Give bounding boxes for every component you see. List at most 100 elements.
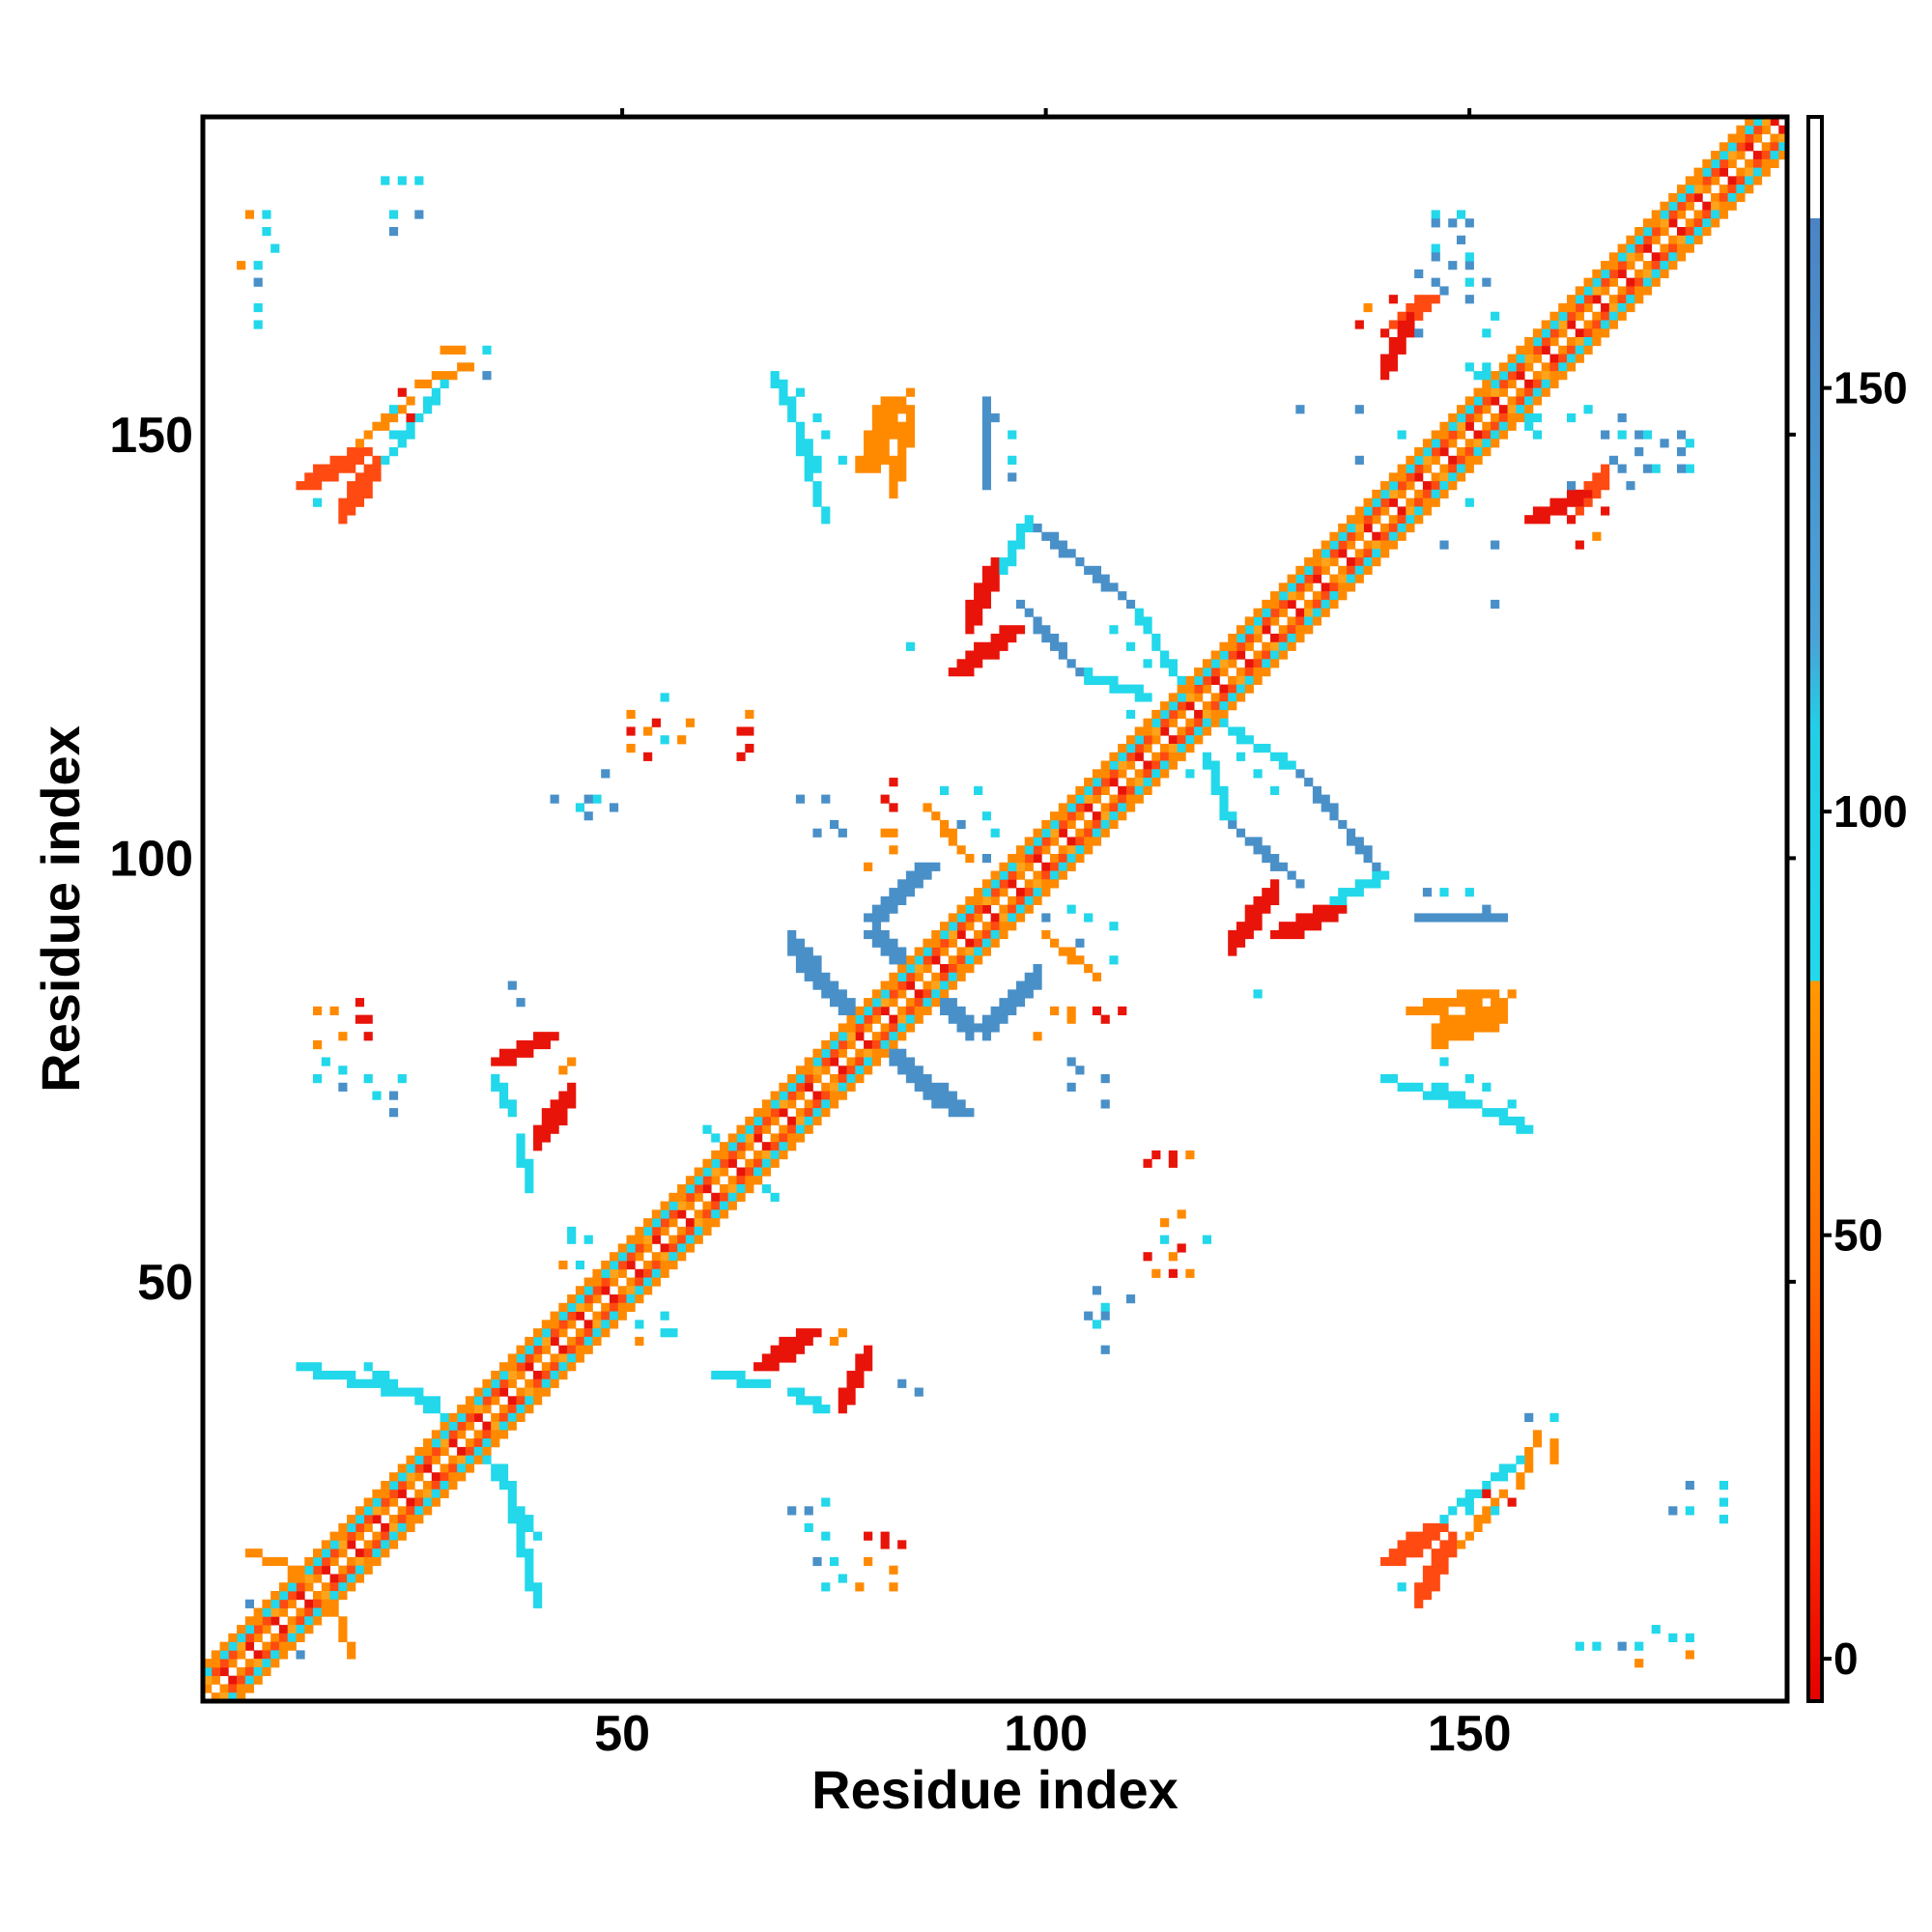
heatmap-cell (1066, 853, 1076, 864)
heatmap-cell (482, 371, 492, 381)
heatmap-cell (533, 1124, 543, 1134)
heatmap-cell (864, 447, 873, 457)
heatmap-cell (423, 1497, 433, 1507)
heatmap-cell (423, 1489, 433, 1498)
heatmap-cell (871, 929, 881, 940)
heatmap-cell (1592, 472, 1602, 482)
heatmap-cell (1439, 430, 1449, 440)
heatmap-cell (1058, 828, 1067, 838)
heatmap-cell (838, 1328, 847, 1338)
heatmap-cell (1380, 540, 1390, 550)
heatmap-cell (905, 430, 916, 440)
heatmap-cell (1050, 1006, 1060, 1016)
heatmap-cell (1380, 1074, 1390, 1084)
heatmap-cell (1761, 133, 1771, 143)
heatmap-cell (278, 1633, 289, 1643)
heatmap-cell (1033, 616, 1042, 626)
heatmap-cell (1125, 803, 1136, 812)
heatmap-cell (313, 472, 323, 482)
heatmap-cell (388, 1387, 399, 1397)
heatmap-cell (864, 1057, 873, 1066)
heatmap-cell (770, 1124, 780, 1134)
heatmap-cell (1464, 447, 1474, 457)
heatmap-cell (821, 972, 831, 981)
heatmap-cell (770, 371, 780, 381)
heatmap-cell (440, 371, 449, 381)
heatmap-cell (880, 430, 890, 440)
heatmap-cell (761, 1142, 771, 1151)
heatmap-cell (1118, 684, 1127, 694)
heatmap-cell (694, 1226, 703, 1236)
heatmap-cell (575, 803, 585, 812)
heatmap-cell (550, 1370, 559, 1380)
heatmap-cell (406, 430, 415, 440)
heatmap-cell (880, 904, 890, 914)
heatmap-cell (939, 964, 950, 974)
heatmap-cell (601, 1268, 611, 1278)
heatmap-cell (313, 481, 323, 491)
heatmap-cell (864, 1353, 873, 1363)
heatmap-cell (550, 1116, 559, 1126)
heatmap-cell (1524, 1124, 1534, 1134)
heatmap-cell (914, 980, 923, 990)
heatmap-cell (1414, 515, 1424, 525)
heatmap-cell (1253, 641, 1263, 651)
heatmap-cell (1583, 345, 1593, 355)
heatmap-cell (1143, 693, 1152, 702)
heatmap-cell (990, 1006, 1000, 1016)
heatmap-cell (304, 1565, 314, 1575)
heatmap-cell (1676, 192, 1687, 203)
heatmap-cell (1329, 811, 1339, 821)
heatmap-cell (1050, 853, 1060, 864)
heatmap-cell (1524, 421, 1534, 431)
heatmap-cell (1414, 295, 1424, 304)
heatmap-cell (1202, 668, 1212, 677)
heatmap-cell (956, 929, 966, 940)
heatmap-cell (880, 980, 890, 990)
heatmap-cell (304, 1574, 314, 1583)
heatmap-cell (262, 1607, 271, 1617)
heatmap-cell (1329, 913, 1339, 923)
heatmap-cell (1414, 464, 1424, 473)
heatmap-cell (889, 904, 898, 914)
heatmap-cell (1058, 870, 1067, 880)
heatmap-cell (498, 1412, 509, 1422)
heatmap-cell (1558, 311, 1568, 321)
heatmap-cell (1482, 1515, 1492, 1524)
heatmap-cell (1109, 819, 1119, 830)
heatmap-cell (498, 1099, 509, 1109)
heatmap-cell (981, 913, 992, 923)
heatmap-cell (981, 853, 992, 864)
heatmap-cell (905, 998, 916, 1008)
heatmap-cell (1608, 261, 1618, 270)
heatmap-cell (1473, 989, 1483, 999)
heatmap-cell (1406, 328, 1415, 338)
heatmap-cell (558, 1311, 568, 1321)
heatmap-cell (1575, 354, 1584, 363)
heatmap-cell (304, 1616, 314, 1626)
heatmap-cell (787, 1124, 797, 1134)
heatmap-cell (889, 430, 898, 440)
heatmap-cell (626, 726, 636, 736)
heatmap-cell (1491, 1472, 1500, 1482)
heatmap-cell (465, 1396, 475, 1406)
heatmap-cell (1642, 252, 1653, 262)
heatmap-cell (651, 1243, 661, 1253)
heatmap-cell (1524, 1463, 1534, 1473)
heatmap-cell (727, 1150, 737, 1160)
heatmap-cell (1439, 472, 1449, 482)
heatmap-cell (228, 1641, 238, 1651)
heatmap-cell (1160, 726, 1170, 736)
heatmap-cell (1321, 803, 1330, 812)
heatmap-cell (262, 1650, 271, 1660)
heatmap-cell (1321, 582, 1330, 592)
heatmap-cell (1473, 1006, 1483, 1016)
heatmap-cell (838, 998, 847, 1008)
heatmap-cell (711, 1192, 721, 1202)
heatmap-cell (1244, 922, 1254, 931)
heatmap-cell (1592, 320, 1602, 329)
heatmap-cell (948, 837, 957, 846)
heatmap-cell (363, 1074, 373, 1084)
heatmap-cell (1431, 1091, 1440, 1100)
heatmap-cell (491, 1396, 500, 1406)
